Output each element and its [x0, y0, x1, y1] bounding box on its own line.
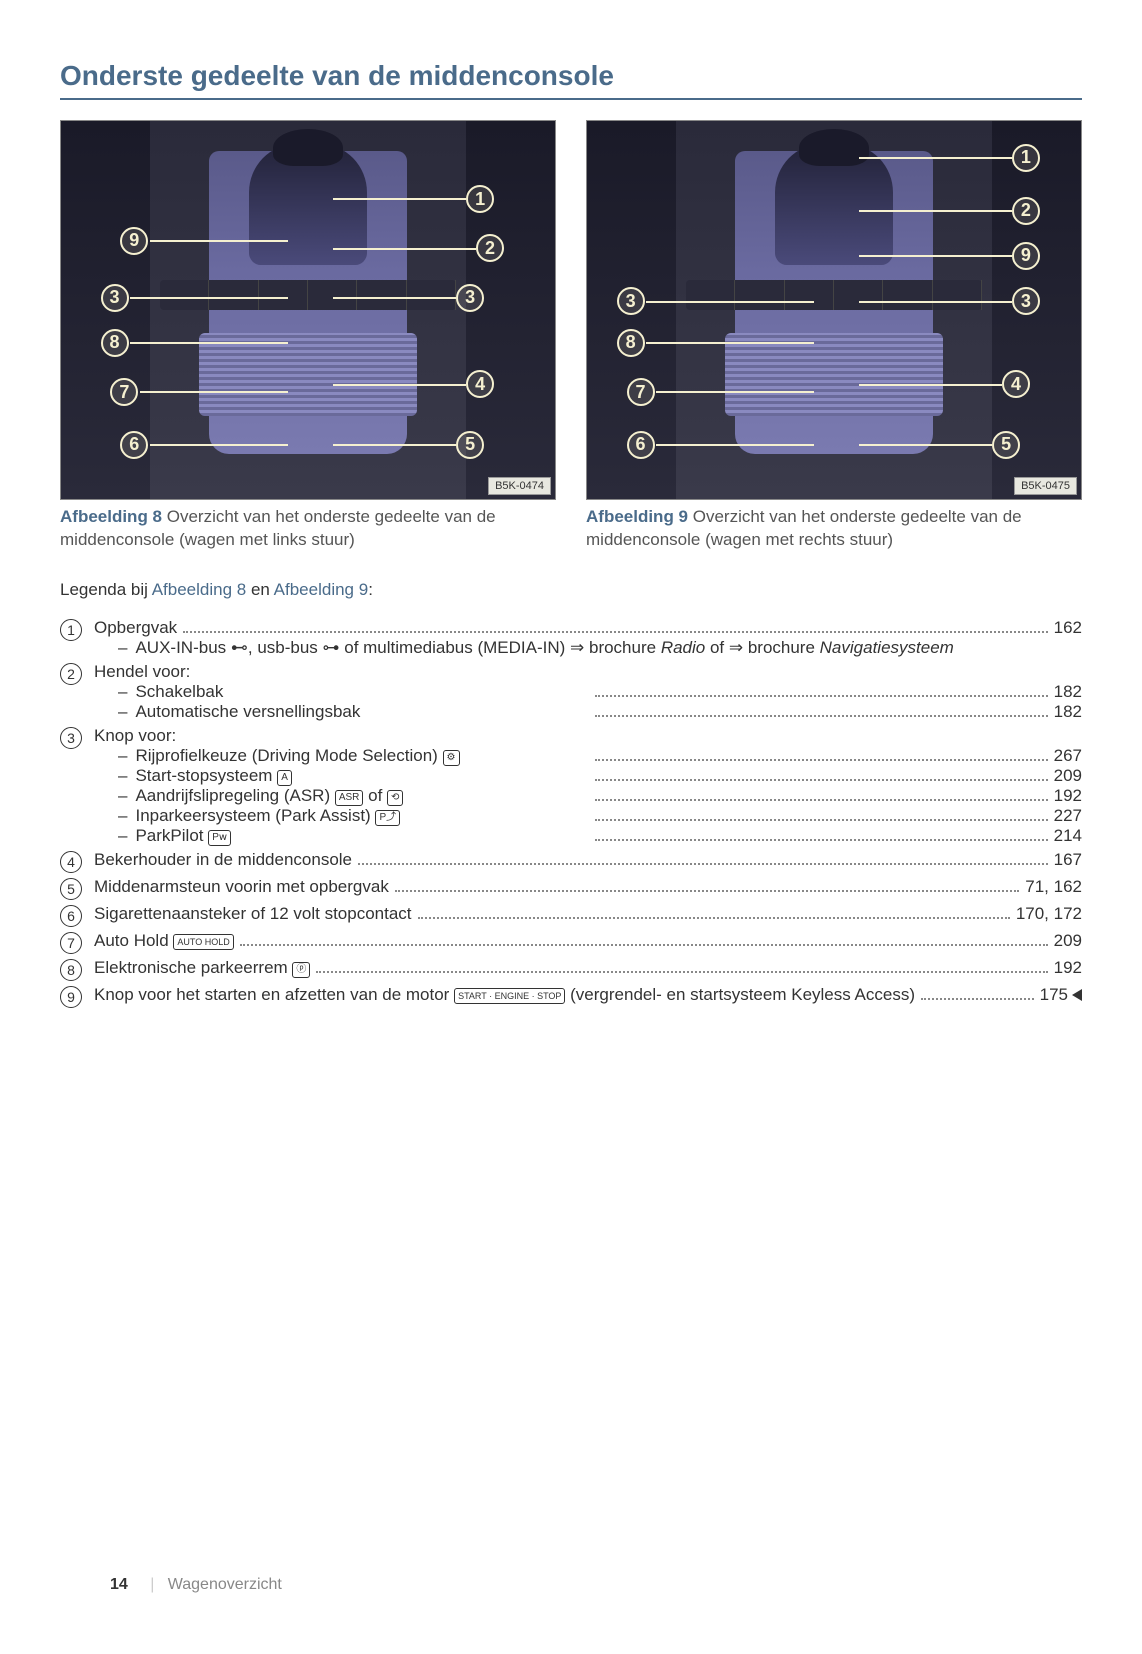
- legend-number: 4: [60, 851, 82, 873]
- legend-item-8: 8 Elektronische parkeerrem ⓟ 192: [60, 958, 1082, 981]
- legend-page: 175: [1040, 985, 1082, 1005]
- legend-item-6: 6 Sigarettenaansteker of 12 volt stopcont…: [60, 904, 1082, 927]
- legend-item-1: 1 Opbergvak 162AUX-IN-bus ⊷, usb-bus ⊶ of …: [60, 618, 1082, 658]
- callout-3: 3: [617, 287, 645, 315]
- callout-2: 2: [1012, 197, 1040, 225]
- callout-5: 5: [992, 431, 1020, 459]
- legend-ref-1: Afbeelding 8: [152, 580, 247, 599]
- legend-subitem: Start-stopsysteem A209: [94, 766, 1082, 786]
- legend-label: Opbergvak: [94, 618, 177, 638]
- figure-right-id: B5K-0475: [1014, 477, 1077, 495]
- legend-item-9: 9 Knop voor het starten en afzetten van d…: [60, 985, 1082, 1008]
- legend-number: 3: [60, 727, 82, 749]
- legend-sub-page: 182: [1054, 682, 1082, 702]
- legend-number: 5: [60, 878, 82, 900]
- legend-page: 209: [1054, 931, 1082, 951]
- legend-item-4: 4 Bekerhouder in de middenconsole 167: [60, 850, 1082, 873]
- legend-page: 162: [1054, 618, 1082, 638]
- legend-subitem: Inparkeersysteem (Park Assist) P⤴227: [94, 806, 1082, 826]
- legend-number: 8: [60, 959, 82, 981]
- legend-number: 2: [60, 663, 82, 685]
- section-title: Onderste gedeelte van de middenconsole: [60, 60, 1082, 100]
- legend-label: Hendel voor:: [94, 662, 190, 682]
- callout-9: 9: [1012, 242, 1040, 270]
- legend-label: Auto Hold AUTO HOLD: [94, 931, 234, 951]
- callout-5: 5: [456, 431, 484, 459]
- legend-label: Middenarmsteun voorin met opbergvak: [94, 877, 389, 897]
- legend-label: Sigarettenaansteker of 12 volt stopconta…: [94, 904, 412, 924]
- callout-9: 9: [120, 227, 148, 255]
- legend-number: 7: [60, 932, 82, 954]
- legend-page: 71, 162: [1025, 877, 1082, 897]
- legend-sub-page: 214: [1054, 826, 1082, 846]
- legend-label: Knop voor:: [94, 726, 176, 746]
- legend-item-2: 2 Hendel voor:Schakelbak182Automatische v…: [60, 662, 1082, 722]
- figure-right-caption-bold: Afbeelding 9: [586, 507, 688, 526]
- legend-intro: Legenda bij Afbeelding 8 en Afbeelding 9…: [60, 580, 1082, 600]
- legend-number: 1: [60, 619, 82, 641]
- figure-left-image: B5K-0474 1233456789: [60, 120, 556, 500]
- figure-left-caption: Afbeelding 8 Overzicht van het onderste …: [60, 506, 556, 552]
- figure-right: B5K-0475 1293345678 Afbeelding 9 Overzic…: [586, 120, 1082, 552]
- figure-left-caption-bold: Afbeelding 8: [60, 507, 162, 526]
- page-number: 14: [110, 1576, 128, 1593]
- legend-sub-page: 267: [1054, 746, 1082, 766]
- footer-section: Wagenoverzicht: [168, 1576, 282, 1593]
- legend-sub-page: 227: [1054, 806, 1082, 826]
- figure-left: B5K-0474 1233456789 Afbeelding 8 Overzic…: [60, 120, 556, 552]
- legend-subitem: Automatische versnellingsbak182: [94, 702, 1082, 722]
- callout-1: 1: [1012, 144, 1040, 172]
- figure-left-id: B5K-0474: [488, 477, 551, 495]
- callout-3: 3: [1012, 287, 1040, 315]
- callout-3: 3: [101, 284, 129, 312]
- legend-subitem: Schakelbak182: [94, 682, 1082, 702]
- legend-list: 1 Opbergvak 162AUX-IN-bus ⊷, usb-bus ⊶ of …: [60, 618, 1082, 1008]
- legend-page: 170, 172: [1016, 904, 1082, 924]
- legend-subitem: Rijprofielkeuze (Driving Mode Selection)…: [94, 746, 1082, 766]
- legend-label: Knop voor het starten en afzetten van de…: [94, 985, 915, 1005]
- legend-item-7: 7 Auto Hold AUTO HOLD 209: [60, 931, 1082, 954]
- legend-item-3: 3 Knop voor:Rijprofielkeuze (Driving Mode…: [60, 726, 1082, 846]
- callout-8: 8: [101, 329, 129, 357]
- legend-sub-page: 209: [1054, 766, 1082, 786]
- legend-subitem: AUX-IN-bus ⊷, usb-bus ⊶ of multimediabus…: [94, 638, 1082, 658]
- legend-ref-2: Afbeelding 9: [274, 580, 369, 599]
- callout-6: 6: [627, 431, 655, 459]
- legend-sub-page: 192: [1054, 786, 1082, 806]
- legend-label: Elektronische parkeerrem ⓟ: [94, 958, 310, 978]
- figure-right-caption: Afbeelding 9 Overzicht van het onderste …: [586, 506, 1082, 552]
- legend-page: 192: [1054, 958, 1082, 978]
- legend-page: 167: [1054, 850, 1082, 870]
- legend-number: 9: [60, 986, 82, 1008]
- legend-item-5: 5 Middenarmsteun voorin met opbergvak 71, …: [60, 877, 1082, 900]
- legend-sub-page: 182: [1054, 702, 1082, 722]
- figures-row: B5K-0474 1233456789 Afbeelding 8 Overzic…: [60, 120, 1082, 552]
- legend-number: 6: [60, 905, 82, 927]
- callout-8: 8: [617, 329, 645, 357]
- legend-subitem: ParkPilot P𝗐214: [94, 826, 1082, 846]
- legend-label: Bekerhouder in de middenconsole: [94, 850, 352, 870]
- legend-subitem: Aandrijfslipregeling (ASR) ASR of ⟲192: [94, 786, 1082, 806]
- figure-right-image: B5K-0475 1293345678: [586, 120, 1082, 500]
- callout-3: 3: [456, 284, 484, 312]
- callout-7: 7: [627, 378, 655, 406]
- page-footer: 14 | Wagenoverzicht: [110, 1576, 282, 1594]
